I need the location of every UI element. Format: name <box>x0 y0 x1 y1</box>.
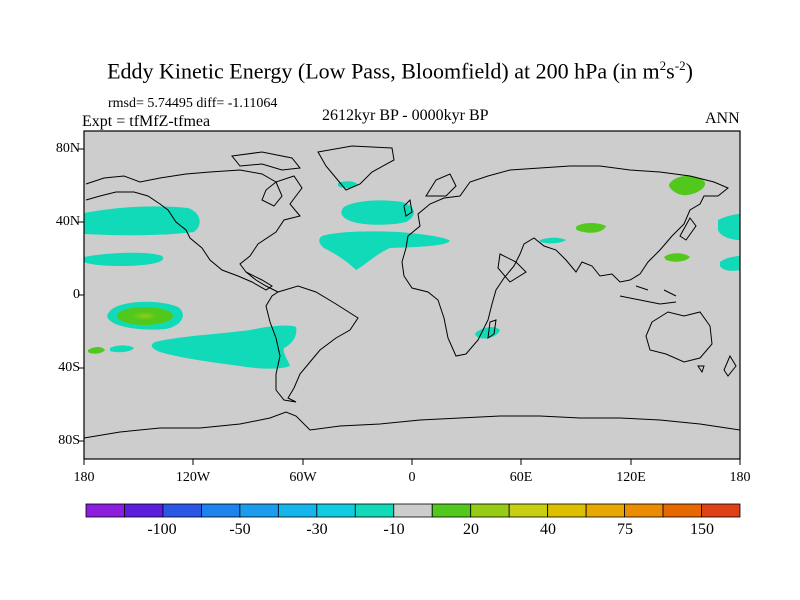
colorbar-label: -100 <box>147 521 177 538</box>
coast-antarctica <box>84 411 740 439</box>
coast-british-isles <box>403 198 413 217</box>
colorbar-swatch <box>624 503 664 518</box>
coast-scandinavia <box>425 173 457 197</box>
axis-ticks <box>78 148 741 465</box>
period-label: 2612kyr BP - 0000kyr BP <box>322 107 489 124</box>
colorbar-swatch <box>201 503 241 518</box>
anomaly-fields <box>84 175 740 369</box>
lon-label-120e: 120E <box>616 470 646 485</box>
anomaly-n-africa <box>540 237 566 244</box>
lat-label-80s: 80S <box>58 433 80 448</box>
anomaly-n-atlantic-south <box>319 231 450 270</box>
lat-label-0: 0 <box>73 287 80 302</box>
colorbar-swatch <box>547 503 587 518</box>
colorbar-swatch <box>508 503 549 518</box>
coast-eurasia-africa <box>401 165 729 357</box>
lat-label-40n: 40N <box>55 214 80 229</box>
colorbar-swatch <box>431 503 472 518</box>
coast-central-america <box>245 271 279 293</box>
coast-north-america <box>85 169 303 291</box>
colorbar <box>85 503 741 518</box>
colorbar-swatch <box>239 503 279 518</box>
anomaly-n-pacific-west <box>84 206 200 236</box>
coast-tasmania <box>697 365 705 374</box>
anomaly-n-atlantic-north <box>341 200 414 225</box>
season-label: ANN <box>705 110 740 127</box>
coast-indonesia <box>619 285 677 305</box>
colorbar-swatch <box>162 503 202 518</box>
experiment-label: Expt = tfMfZ-tfmea <box>82 113 211 130</box>
map-background <box>84 131 740 459</box>
lon-label-180e: 180 <box>729 470 751 485</box>
colorbar-swatch <box>354 503 395 518</box>
colorbar-swatch <box>585 503 625 518</box>
colorbar-swatch <box>470 503 510 518</box>
colorbar-swatch <box>662 503 702 518</box>
anomaly-ne-pacific-east-low <box>720 256 740 271</box>
colorbar-label: -50 <box>229 521 251 538</box>
colorbar-swatch <box>701 503 741 518</box>
plot-title: Eddy Kinetic Energy (Low Pass, Bloomfiel… <box>107 58 693 84</box>
anomaly-n-pacific-east <box>718 214 740 240</box>
lon-label-0: 0 <box>408 470 416 485</box>
colorbar-label: 75 <box>617 521 633 538</box>
coast-japan <box>679 217 697 241</box>
colorbar-label: -30 <box>306 521 328 538</box>
coast-madagascar <box>487 319 497 340</box>
coast-arabia <box>497 253 527 283</box>
colorbar-swatch <box>124 503 164 518</box>
lon-label-120w: 120W <box>175 470 211 485</box>
lon-label-60e: 60E <box>509 470 533 485</box>
anomaly-central-asia <box>575 223 606 233</box>
anomaly-ne-pacific-lower <box>84 252 164 266</box>
stats-label: rmsd= 5.74495 diff= -1.11064 <box>108 96 278 111</box>
coast-hudson <box>261 181 283 207</box>
lon-label-180w: 180 <box>73 470 95 485</box>
colorbar-label: 150 <box>690 521 714 538</box>
colorbar-label: 40 <box>540 521 556 538</box>
colorbar-label: 20 <box>463 521 479 538</box>
lon-label-60w: 60W <box>289 470 317 485</box>
colorbar-swatch <box>277 503 318 518</box>
colorbar-swatch <box>316 503 356 518</box>
coastlines <box>84 145 740 439</box>
colorbar-label: -10 <box>383 521 405 538</box>
coast-arctic-islands <box>231 151 301 171</box>
coast-south-america <box>265 285 359 403</box>
anomaly-ne-asia <box>669 175 706 196</box>
lat-label-80n: 80N <box>55 141 80 156</box>
coast-new-zealand <box>723 354 737 377</box>
coast-greenland <box>317 145 395 191</box>
lat-label-40s: 40S <box>58 360 80 375</box>
colorbar-swatch <box>85 503 125 518</box>
anomaly-tropical-pacific-center <box>117 307 173 325</box>
anomaly-madagascar <box>475 327 500 339</box>
anomaly-s-pacific-west-2 <box>110 345 134 353</box>
coast-australia <box>645 311 713 363</box>
anomaly-s-pacific-band <box>151 325 297 369</box>
anomaly-nw-pacific <box>664 253 690 262</box>
anomaly-s-pacific-west-1 <box>88 347 105 354</box>
colorbar-swatch <box>393 503 433 518</box>
